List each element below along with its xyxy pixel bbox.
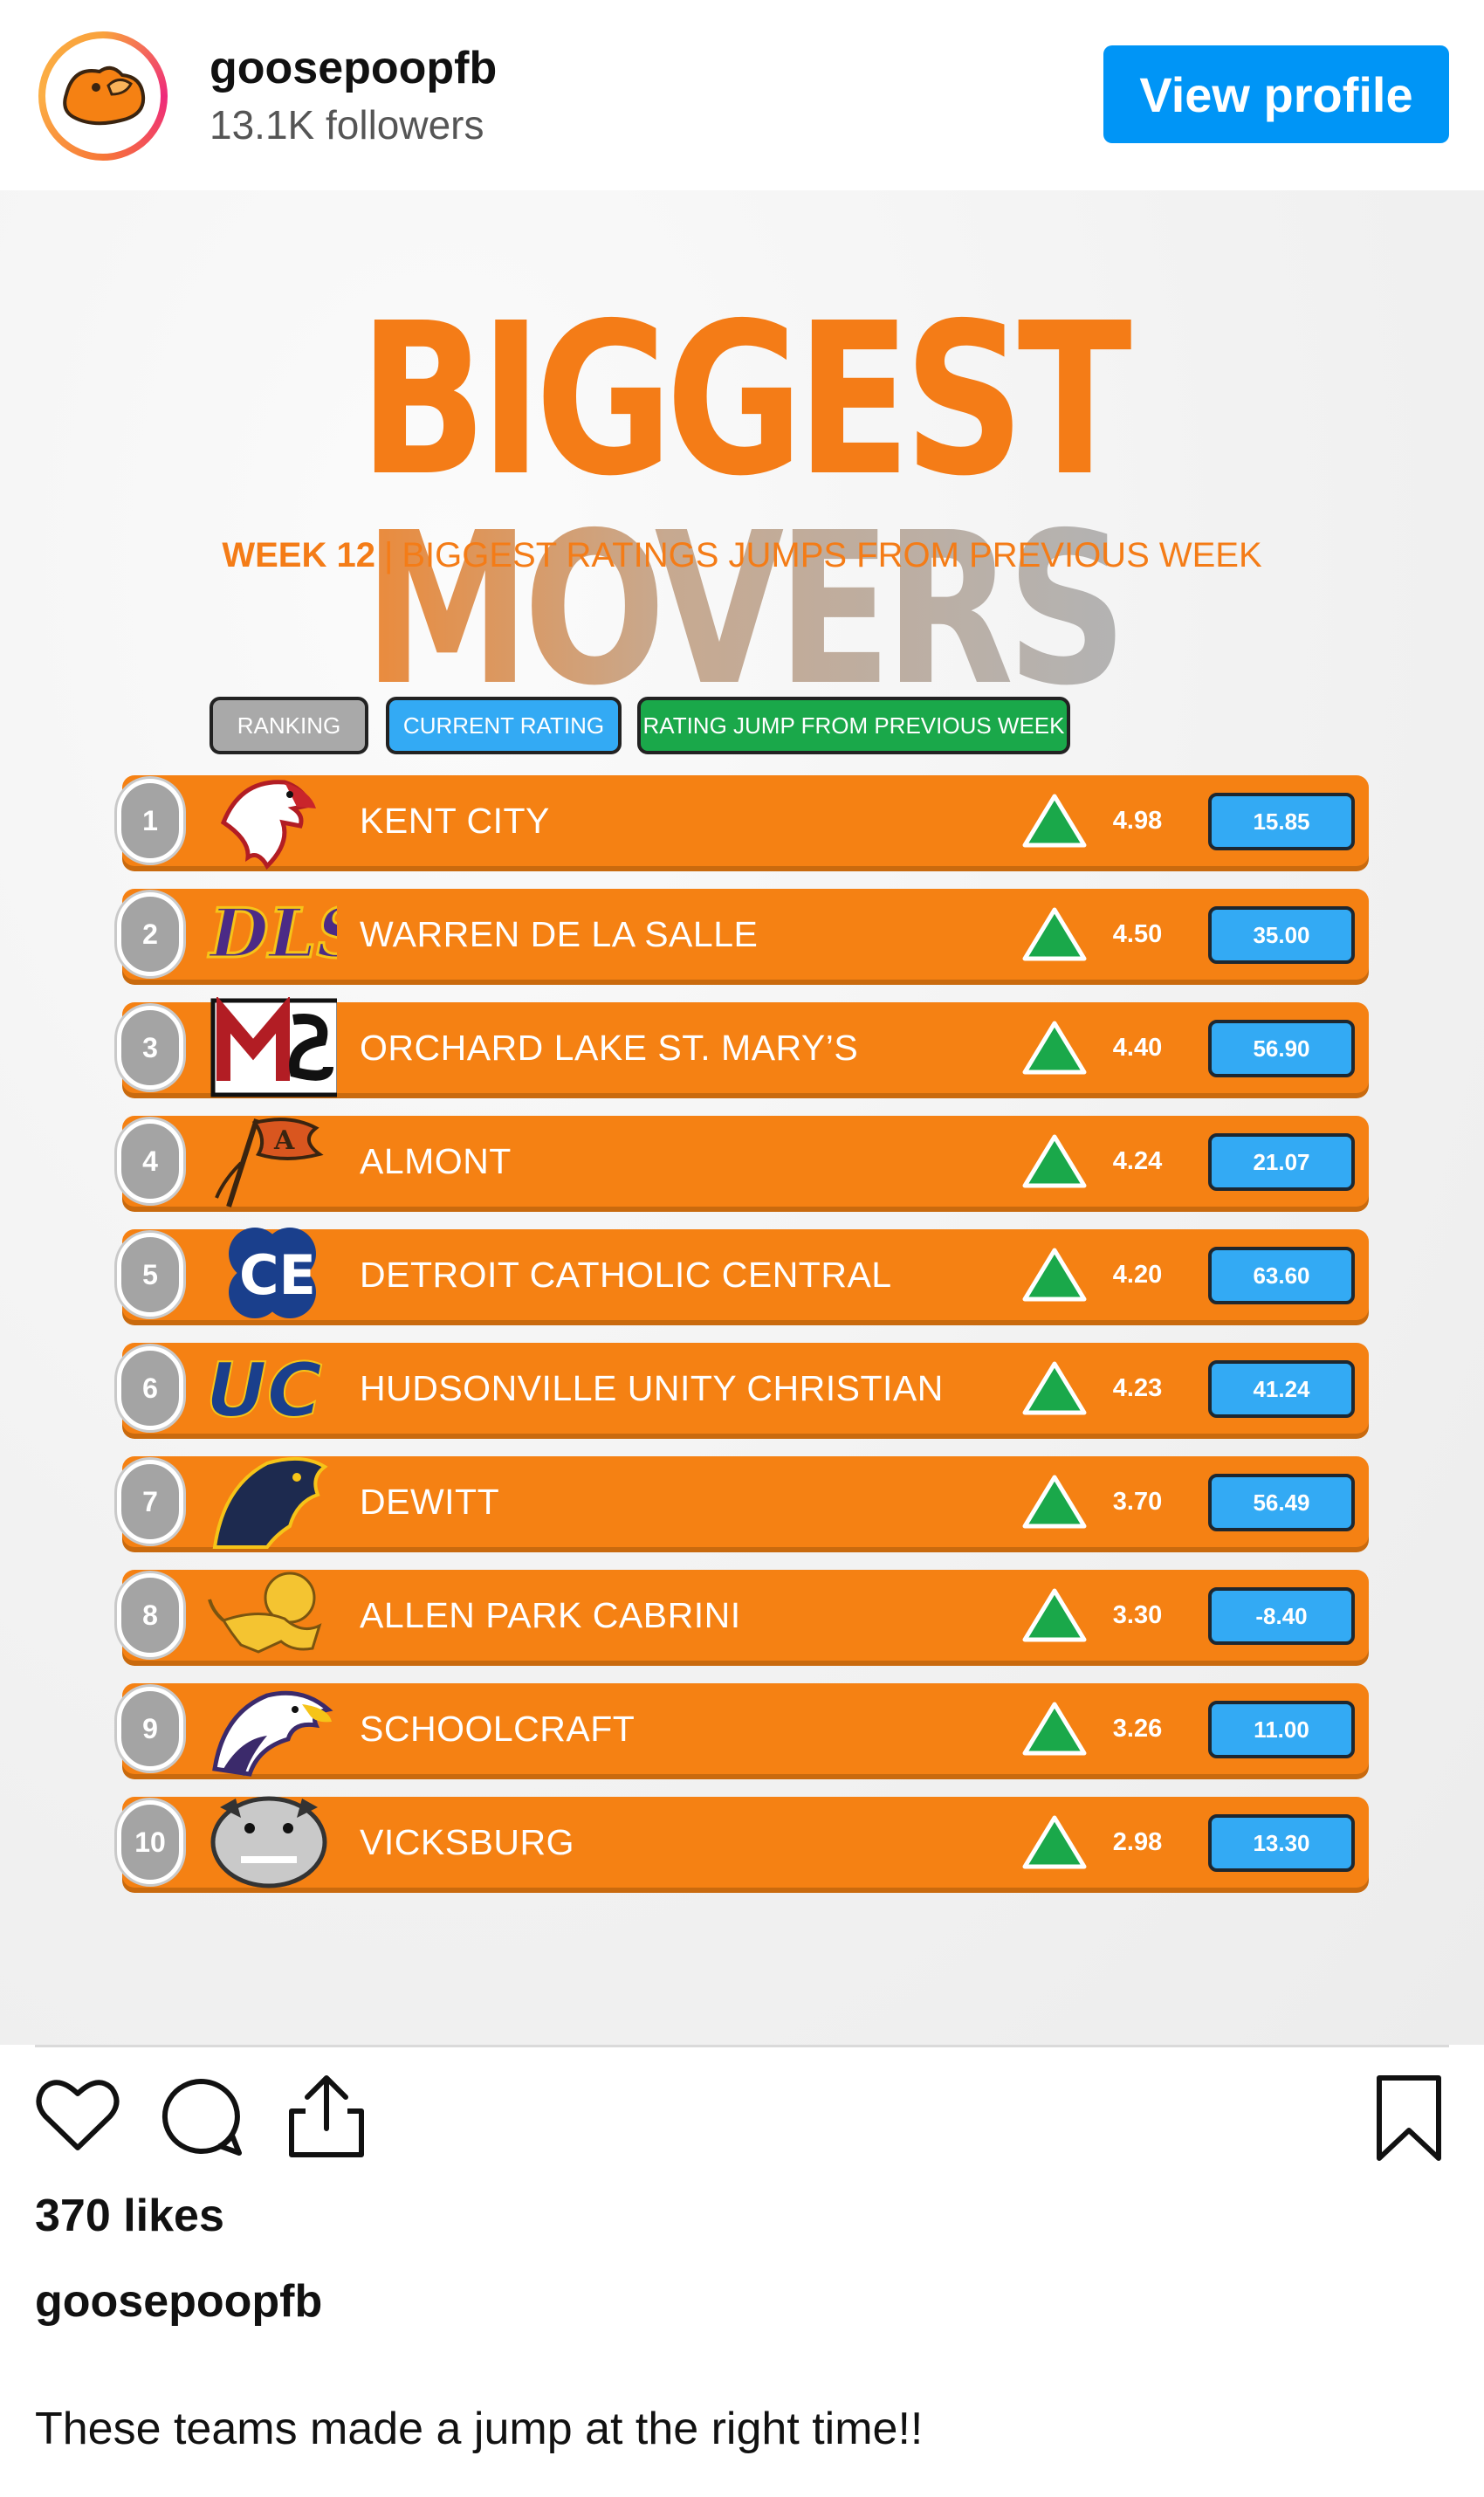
ranking-row: 8 ALLEN PARK CABRINI 3.30 -8.40 xyxy=(117,1570,1369,1664)
graphic-subtitle: WEEK 12 | BIGGEST RATINGS JUMPS FROM PREVI… xyxy=(222,536,1262,574)
current-rating-badge: 63.60 xyxy=(1208,1247,1355,1304)
svg-text:DLS: DLS xyxy=(208,894,337,973)
rating-jump-value: 3.70 xyxy=(1112,1488,1163,1516)
ranking-row: 6 UC HUDSONVILLE UNITY CHRISTIAN 4.23 41… xyxy=(117,1343,1369,1437)
rank-badge: 4 xyxy=(117,1119,183,1203)
team-name: VICKSBURG xyxy=(360,1822,574,1862)
svg-text:CE: CE xyxy=(239,1243,316,1307)
team-name: DEWITT xyxy=(360,1482,500,1522)
rating-jump-value: 4.40 xyxy=(1112,1034,1163,1062)
ranking-row: 9 SCHOOLCRAFT 3.26 11.00 xyxy=(117,1683,1369,1778)
current-rating-badge: 35.00 xyxy=(1208,906,1355,964)
flag-logo-icon: A xyxy=(215,1118,324,1207)
rank-badge: 3 xyxy=(117,1006,183,1090)
up-triangle-icon xyxy=(1022,794,1087,848)
lion-logo-icon xyxy=(208,1572,322,1654)
title-word-movers: MOVERS xyxy=(363,487,1128,732)
current-rating-badge: 56.49 xyxy=(1208,1474,1355,1531)
rating-jump-value: 4.98 xyxy=(1112,807,1163,835)
like-count[interactable]: 370 likes xyxy=(35,2191,224,2241)
current-rating-badge: 41.24 xyxy=(1208,1360,1355,1418)
team-name: DETROIT CATHOLIC CENTRAL xyxy=(360,1255,892,1295)
up-triangle-icon xyxy=(1022,1815,1087,1869)
svg-text:UC: UC xyxy=(206,1347,322,1434)
ranking-row: 4 A ALMONT 4.24 21.07 xyxy=(117,1116,1369,1210)
caption-username[interactable]: goosepoopfb xyxy=(35,2276,323,2327)
up-triangle-icon xyxy=(1022,1588,1087,1642)
post-image[interactable]: BIGGEST MOVERS WEEK 12 | BIGGEST RATINGS J… xyxy=(0,190,1484,2045)
rating-jump-value: 4.23 xyxy=(1112,1374,1163,1402)
team-name: ALLEN PARK CABRINI xyxy=(360,1595,741,1635)
legend-rating-jump: RATING JUMP FROM PREVIOUS WEEK xyxy=(637,697,1070,754)
current-rating-badge: -8.40 xyxy=(1208,1587,1355,1645)
heart-icon[interactable] xyxy=(35,2076,120,2153)
post-caption: These teams made a jump at the right tim… xyxy=(35,2404,924,2454)
week-label: WEEK 12 xyxy=(222,536,375,574)
up-triangle-icon xyxy=(1022,1475,1087,1529)
ranking-row: 1 KENT CITY 4.98 15.85 xyxy=(117,775,1369,870)
eagle-logo-icon xyxy=(220,780,316,870)
ranking-row: 2 DLS WARREN DE LA SALLE 4.50 35.00 xyxy=(117,889,1369,983)
bulldog-logo-icon xyxy=(210,1796,327,1888)
up-triangle-icon xyxy=(1022,907,1087,961)
legend-current-rating: CURRENT RATING xyxy=(386,697,622,754)
uc-logo-icon: UC xyxy=(206,1346,323,1435)
team-name: WARREN DE LA SALLE xyxy=(360,914,759,954)
rating-jump-value: 3.26 xyxy=(1112,1715,1163,1743)
dls-logo-icon: DLS xyxy=(207,893,338,975)
ranking-row: 7 DEWITT 3.70 56.49 xyxy=(117,1456,1369,1551)
rating-jump-value: 2.98 xyxy=(1112,1828,1163,1856)
rating-jump-value: 3.30 xyxy=(1112,1601,1163,1629)
subtitle-text: BIGGEST RATINGS JUMPS FROM PREVIOUS WEEK xyxy=(402,536,1262,574)
up-triangle-icon xyxy=(1022,1021,1087,1075)
post-header: goosepoopfb 13.1K followers View profile xyxy=(0,0,1484,190)
svg-text:A: A xyxy=(273,1125,295,1156)
eagle-head-logo-icon xyxy=(212,1690,333,1777)
rating-jump-value: 4.20 xyxy=(1112,1261,1163,1289)
divider xyxy=(35,2045,1449,2047)
rank-badge: 6 xyxy=(117,1346,183,1430)
graphic-title: BIGGEST MOVERS xyxy=(148,295,1336,714)
up-triangle-icon xyxy=(1022,1361,1087,1415)
ranking-row: 5 CE DETROIT CATHOLIC CENTRAL 4.20 63.60 xyxy=(117,1228,1369,1324)
comment-icon[interactable] xyxy=(157,2076,244,2158)
rank-badge: 8 xyxy=(117,1573,183,1657)
follower-count: 13.1K followers xyxy=(210,102,484,148)
current-rating-badge: 15.85 xyxy=(1208,793,1355,850)
cc-shamrock-logo-icon: CE xyxy=(229,1228,316,1318)
rating-jump-value: 4.24 xyxy=(1112,1147,1163,1175)
rank-badge: 7 xyxy=(117,1460,183,1544)
team-name: KENT CITY xyxy=(360,801,550,841)
legend-ranking: RANKING xyxy=(210,697,368,754)
bookmark-icon[interactable] xyxy=(1374,2073,1444,2163)
current-rating-badge: 56.90 xyxy=(1208,1020,1355,1077)
title-word-biggest: BIGGEST xyxy=(359,278,1131,522)
profile-avatar[interactable] xyxy=(38,31,168,161)
up-triangle-icon xyxy=(1022,1134,1087,1188)
team-name: HUDSONVILLE UNITY CHRISTIAN xyxy=(360,1368,944,1408)
rating-jump-value: 4.50 xyxy=(1112,920,1163,948)
rank-badge: 9 xyxy=(117,1687,183,1771)
team-name: SCHOOLCRAFT xyxy=(360,1709,636,1749)
team-name: ORCHARD LAKE ST. MARY’S xyxy=(360,1028,859,1068)
goose-logo-icon xyxy=(63,65,146,126)
profile-username[interactable]: goosepoopfb xyxy=(210,43,498,93)
team-name: ALMONT xyxy=(360,1141,512,1181)
up-triangle-icon xyxy=(1022,1702,1087,1756)
rank-badge: 1 xyxy=(117,779,183,863)
panther-logo-icon xyxy=(212,1456,328,1549)
share-icon[interactable] xyxy=(285,2073,368,2160)
current-rating-badge: 13.30 xyxy=(1208,1814,1355,1872)
current-rating-badge: 11.00 xyxy=(1208,1701,1355,1758)
rank-badge: 2 xyxy=(117,892,183,976)
up-triangle-icon xyxy=(1022,1248,1087,1302)
current-rating-badge: 21.07 xyxy=(1208,1133,1355,1191)
sm-logo-icon xyxy=(210,997,337,1097)
ranking-row: 10 VICKSBURG 2.98 13.30 xyxy=(117,1796,1369,1891)
view-profile-button[interactable]: View profile xyxy=(1103,45,1449,143)
rank-badge: 10 xyxy=(117,1800,183,1884)
rank-badge: 5 xyxy=(117,1233,183,1317)
ranking-row: 3 ORCHARD LAKE ST. MARY’S 4.40 56.90 xyxy=(117,997,1369,1097)
